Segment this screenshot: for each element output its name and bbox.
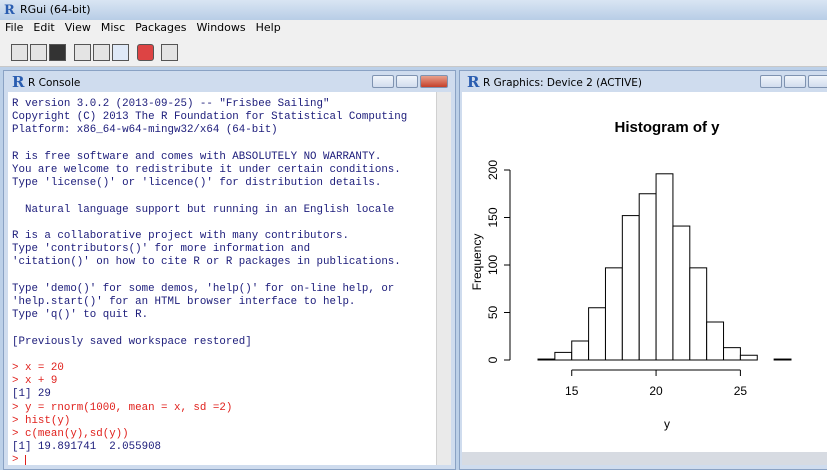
menu-item[interactable]: Misc bbox=[100, 21, 126, 34]
y-tick-label: 0 bbox=[486, 356, 500, 363]
console-line: > x + 9 bbox=[12, 375, 58, 388]
maximize-button[interactable] bbox=[396, 75, 418, 88]
histogram-bar bbox=[672, 225, 691, 361]
histogram-bar bbox=[604, 267, 623, 361]
console-line: R is free software and comes with ABSOLU… bbox=[12, 150, 382, 163]
print-button[interactable] bbox=[161, 44, 178, 61]
graphics-statusbar bbox=[462, 452, 827, 465]
menu-item[interactable]: Windows bbox=[196, 21, 246, 34]
console-line: Type 'contributors()' for more informati… bbox=[12, 243, 311, 256]
copy-button[interactable] bbox=[74, 44, 91, 61]
text-cursor bbox=[25, 455, 26, 465]
y-tick-label: 150 bbox=[486, 207, 500, 227]
close-button[interactable] bbox=[420, 75, 448, 88]
console-line: R version 3.0.2 (2013-09-25) -- "Frisbee… bbox=[12, 98, 330, 110]
load-workspace-button[interactable] bbox=[30, 44, 47, 61]
console-line: 'citation()' on how to cite R or R packa… bbox=[12, 256, 401, 269]
console-line: R is a collaborative project with many c… bbox=[12, 230, 349, 242]
histogram-bar bbox=[638, 193, 657, 361]
console-line: Natural language support but running in … bbox=[12, 203, 395, 216]
menu-item[interactable]: Help bbox=[255, 21, 281, 34]
histogram-bar bbox=[739, 354, 758, 361]
menu-item[interactable]: Packages bbox=[135, 21, 187, 34]
histogram-bar bbox=[588, 307, 606, 361]
console-output[interactable]: R version 3.0.2 (2013-09-25) -- "Frisbee… bbox=[8, 92, 444, 465]
console-line: > x = 20 bbox=[12, 362, 64, 374]
y-tick-label: 200 bbox=[486, 160, 500, 180]
menu-item[interactable]: View bbox=[64, 21, 91, 34]
scrollbar[interactable] bbox=[436, 92, 451, 465]
graphics-icon: R bbox=[467, 73, 480, 91]
console-line: Type 'q()' to quit R. bbox=[12, 309, 149, 322]
histogram-bar bbox=[655, 173, 674, 361]
save-button[interactable] bbox=[49, 44, 66, 61]
histogram-bar bbox=[621, 215, 640, 361]
console-line: [Previously saved workspace restored] bbox=[12, 335, 252, 348]
histogram-bar bbox=[773, 358, 792, 361]
chart-title: Histogram of y bbox=[614, 119, 720, 136]
console-line: Type 'demo()' for some demos, 'help()' f… bbox=[12, 282, 395, 295]
maximize-button[interactable] bbox=[784, 75, 806, 88]
copy-paste-button[interactable] bbox=[112, 44, 129, 61]
graphics-device: Histogram of y y Frequency 0 50 100 150 200 1… bbox=[462, 92, 827, 452]
histogram-bar bbox=[706, 321, 725, 361]
menu-item[interactable]: Edit bbox=[33, 21, 55, 34]
x-tick-label: 15 bbox=[565, 384, 579, 398]
console-line: > hist(y) bbox=[12, 414, 71, 427]
console-line: > bbox=[12, 454, 19, 465]
console-line: Type 'license()' or 'licence()' for dist… bbox=[12, 177, 382, 190]
console-icon: R bbox=[12, 73, 25, 91]
menu-item[interactable]: File bbox=[5, 21, 24, 34]
console-line: You are welcome to redistribute it under… bbox=[12, 164, 401, 176]
console-line: [1] 19.891741 2.055908 bbox=[12, 441, 162, 454]
app-title: RGui (64-bit) bbox=[20, 3, 91, 16]
console-line: > c(mean(y),sd(y)) bbox=[12, 428, 129, 440]
x-axis-label: y bbox=[664, 417, 670, 431]
close-button[interactable] bbox=[808, 75, 827, 88]
x-tick-label: 20 bbox=[649, 384, 663, 398]
app-titlebar: R RGui (64-bit) bbox=[0, 0, 827, 20]
console-line: Platform: x86_64-w64-mingw32/x64 (64-bit… bbox=[12, 124, 278, 137]
toolbar bbox=[0, 36, 827, 67]
paste-button[interactable] bbox=[93, 44, 110, 61]
histogram-bar bbox=[571, 340, 590, 361]
open-script-button[interactable] bbox=[11, 44, 28, 61]
y-axis-label: Frequency bbox=[470, 234, 484, 291]
histogram-bar bbox=[554, 351, 573, 361]
stop-button[interactable] bbox=[137, 44, 154, 61]
x-tick-label: 25 bbox=[734, 384, 748, 398]
console-line: > y = rnorm(1000, mean = x, sd =2) bbox=[12, 401, 233, 414]
histogram-bar bbox=[689, 267, 708, 361]
minimize-button[interactable] bbox=[372, 75, 394, 88]
histogram-chart: Histogram of y y Frequency 0 50 100 150 200 1… bbox=[470, 119, 792, 431]
console-title: R Console bbox=[28, 77, 81, 89]
menu-bar: File Edit View Misc Packages Windows Help bbox=[0, 20, 827, 36]
console-line: [1] 29 bbox=[12, 388, 51, 401]
console-line: Copyright (C) 2013 The R Foundation for … bbox=[12, 111, 408, 124]
histogram-bar bbox=[723, 347, 741, 361]
graphics-title: R Graphics: Device 2 (ACTIVE) bbox=[483, 77, 642, 89]
histogram-bar bbox=[537, 358, 556, 361]
minimize-button[interactable] bbox=[760, 75, 782, 88]
console-line: 'help.start()' for an HTML browser inter… bbox=[12, 296, 356, 308]
y-tick-label: 100 bbox=[486, 255, 500, 275]
app-icon: R bbox=[4, 3, 15, 18]
y-tick-label: 50 bbox=[486, 306, 500, 320]
